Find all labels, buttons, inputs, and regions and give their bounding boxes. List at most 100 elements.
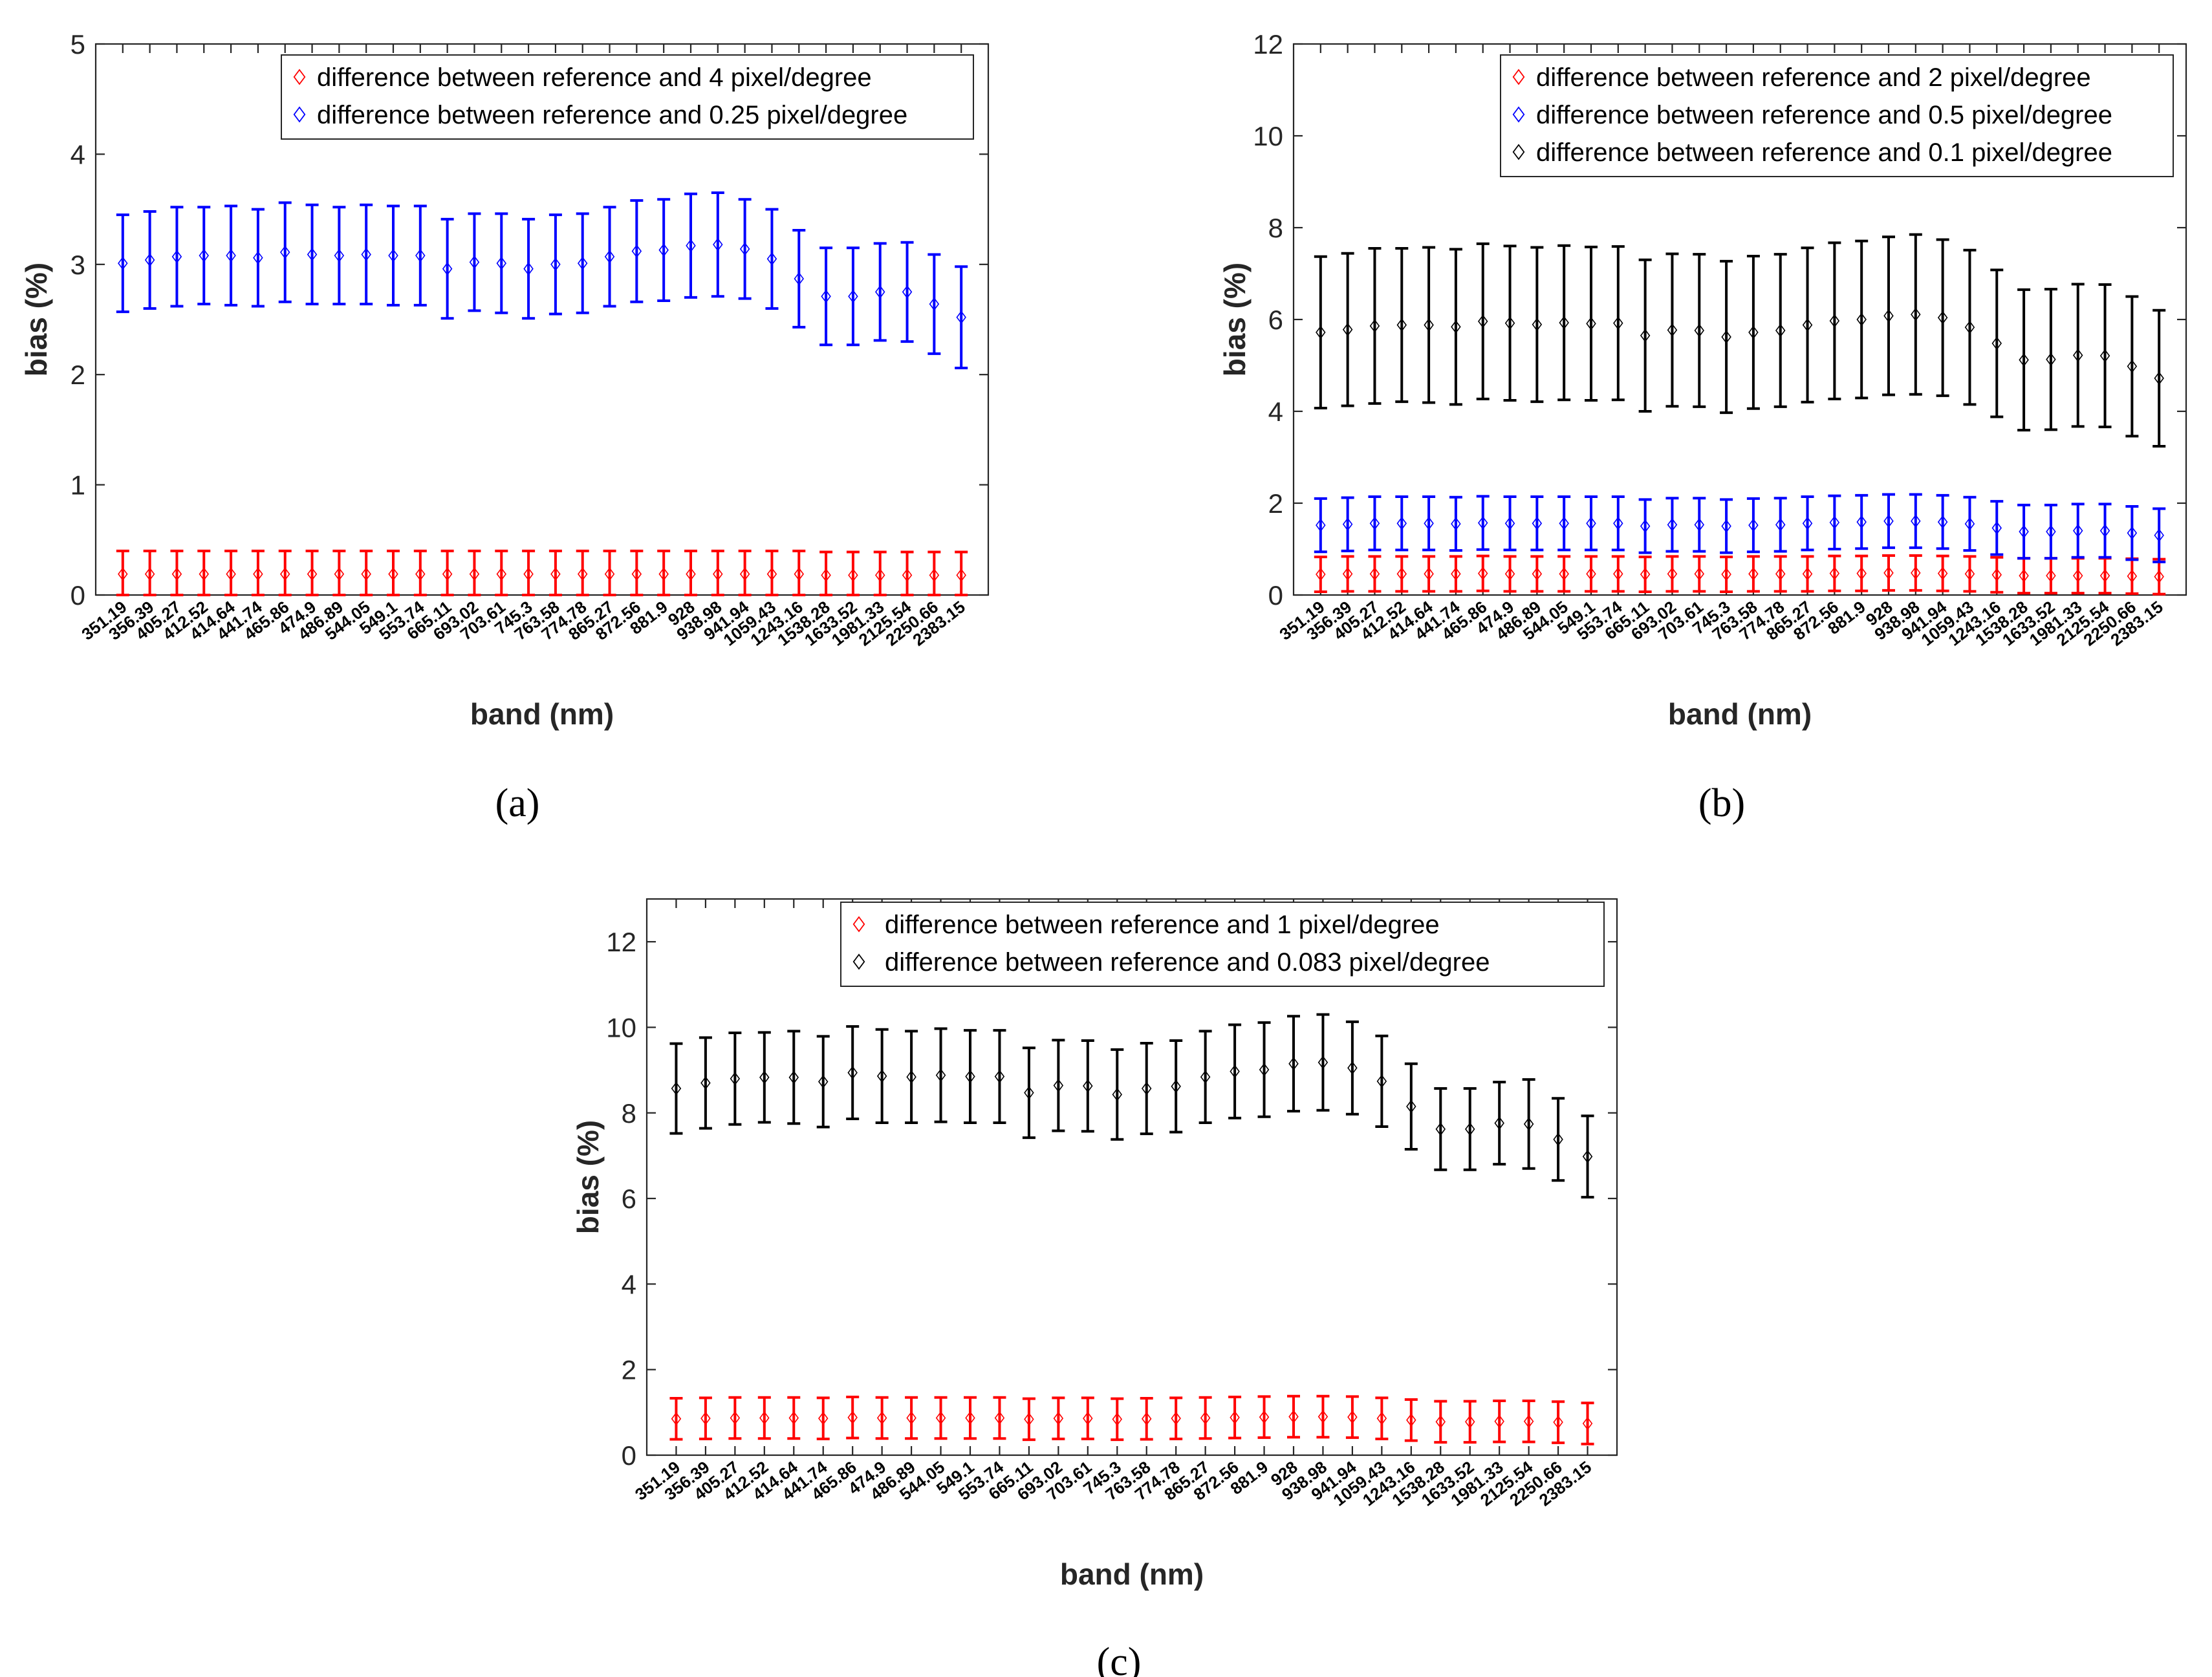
x-axis-title: band (nm) (1060, 1557, 1204, 1591)
data-point-marker (821, 568, 831, 582)
data-point-marker (1937, 515, 1948, 529)
data-point-marker (788, 1411, 799, 1425)
data-point-marker (171, 250, 182, 264)
data-point-marker (631, 244, 642, 258)
data-point-marker (956, 310, 966, 324)
data-point-marker (496, 256, 507, 270)
data-point-marker (1347, 1410, 1358, 1424)
data-point-marker (1406, 1099, 1416, 1114)
y-tick-label: 4 (1268, 396, 1283, 427)
data-point-marker (1532, 567, 1543, 581)
legend-label: difference between reference and 0.1 pix… (1536, 138, 2112, 167)
data-point-marker (965, 1411, 975, 1425)
legend-label: difference between reference and 2 pixel… (1536, 63, 2091, 92)
data-point-marker (1504, 567, 1515, 581)
data-point-marker (1553, 1415, 1563, 1429)
data-point-marker (902, 568, 913, 582)
y-tick-label: 0 (622, 1440, 636, 1471)
data-point-marker (1141, 1412, 1152, 1426)
x-axis-title: band (nm) (1668, 697, 1812, 731)
data-point-marker (686, 567, 696, 581)
data-point-marker (307, 567, 318, 581)
data-point-marker (1613, 516, 1623, 530)
data-point-marker (713, 237, 723, 252)
y-tick-label: 3 (70, 250, 85, 280)
data-point-marker (1991, 336, 2002, 351)
legend-marker (1512, 144, 1525, 160)
data-point-marker (1024, 1412, 1034, 1426)
data-point-marker (818, 1411, 829, 1425)
data-point-marker (906, 1070, 916, 1084)
y-tick-label: 0 (1268, 580, 1283, 611)
data-point-marker (1424, 318, 1434, 332)
y-tick-label: 2 (1268, 488, 1283, 519)
data-point-marker (2046, 525, 2056, 539)
data-point-marker (994, 1411, 1005, 1425)
data-point-marker (577, 256, 588, 270)
data-point-marker (956, 568, 966, 582)
data-point-marker (994, 1070, 1005, 1083)
data-point-marker (199, 567, 210, 581)
data-point-marker (1451, 320, 1461, 334)
data-point-marker (1424, 516, 1434, 530)
data-point-marker (847, 1411, 858, 1425)
data-point-marker (1464, 1122, 1475, 1136)
data-point-marker (604, 250, 615, 264)
data-point-marker (658, 567, 669, 581)
data-point-marker (2072, 524, 2083, 537)
data-point-marker (361, 248, 371, 261)
legend-marker (293, 106, 306, 123)
data-point-marker (1582, 1416, 1593, 1431)
data-point-marker (766, 252, 777, 266)
data-point-marker (1667, 567, 1678, 581)
data-point-marker (1883, 566, 1894, 580)
y-tick-label: 4 (622, 1269, 636, 1299)
data-point-marker (1317, 1410, 1328, 1423)
data-point-marker (442, 567, 453, 581)
y-tick-label: 6 (1268, 305, 1283, 335)
data-point-marker (496, 567, 507, 581)
data-point-marker (1494, 1414, 1504, 1429)
data-point-marker (1694, 323, 1705, 338)
chart-svg-a: 012345351.19356.39405.27412.52414.64441.… (19, 29, 990, 825)
data-point-marker (171, 567, 182, 581)
data-point-marker (1316, 325, 1326, 340)
data-point-marker (307, 248, 318, 261)
panel-caption: (c) (1097, 1640, 1142, 1677)
data-point-marker (906, 1411, 916, 1425)
data-point-marker (1721, 519, 1731, 533)
data-point-marker (1911, 307, 1921, 321)
chart-svg-b: 024681012351.19356.39405.27412.52414.644… (1218, 29, 2187, 825)
legend-label: difference between reference and 1 pixel… (885, 911, 1440, 939)
data-point-marker (1477, 314, 1488, 329)
data-point-marker (1376, 1074, 1387, 1088)
data-point-marker (1083, 1411, 1093, 1425)
data-point-marker (671, 1412, 682, 1426)
data-point-marker (1991, 521, 2002, 535)
data-point-marker (1369, 516, 1380, 530)
data-point-marker (1748, 518, 1759, 532)
data-point-marker (876, 1069, 887, 1083)
data-point-marker (929, 297, 940, 311)
y-tick-label: 2 (622, 1355, 636, 1385)
data-point-marker (144, 567, 155, 581)
data-point-marker (1911, 566, 1921, 580)
chart-panel-b: 0 2 4 6 8 10 12 351.19 356.39 405.27 412.52 414.64 4… (1218, 29, 2187, 825)
data-point-marker (1494, 1116, 1504, 1130)
data-point-marker (1883, 514, 1894, 528)
data-point-marker (1586, 567, 1596, 581)
legend-label: difference between reference and 0.5 pix… (1536, 101, 2112, 129)
data-point-marker (1435, 1415, 1446, 1429)
data-point-marker (874, 285, 885, 299)
data-point-marker (1342, 567, 1353, 581)
data-point-marker (759, 1070, 770, 1085)
data-point-marker (1559, 316, 1569, 330)
legend-marker (852, 953, 865, 970)
data-point-marker (2046, 568, 2056, 583)
data-point-marker (848, 568, 858, 582)
data-point-marker (700, 1411, 711, 1425)
y-tick-label: 10 (1253, 121, 1283, 151)
y-tick-label: 4 (70, 139, 85, 169)
chart-panel-a: 0 1 2 3 4 5 351.19 356.39 405.27 412.52 414.64 441.… (0, 0, 1106, 841)
